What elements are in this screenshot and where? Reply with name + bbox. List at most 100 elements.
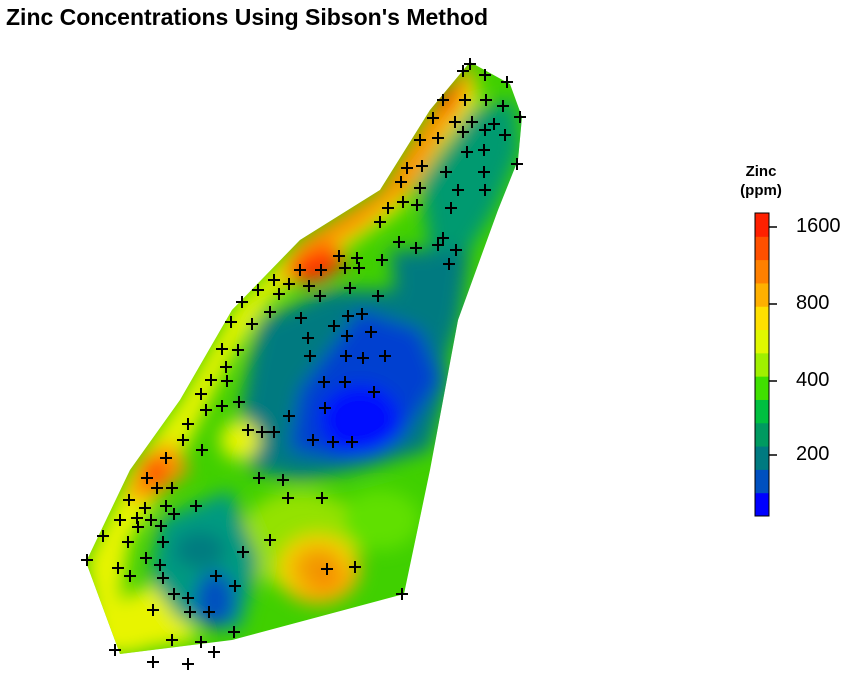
sample-point-marker [411, 199, 423, 211]
legend-color-step [755, 422, 769, 447]
sample-point-marker [182, 658, 194, 670]
sample-point-marker [168, 508, 180, 520]
sample-point-marker [295, 312, 307, 324]
sample-point-marker [339, 376, 351, 388]
legend-title-line1: Zinc [745, 163, 777, 180]
sample-point-marker [393, 236, 405, 248]
sample-point-marker [273, 288, 285, 300]
sample-point-marker [264, 534, 276, 546]
sample-point-marker [464, 58, 476, 70]
sample-point-marker [233, 396, 245, 408]
sample-point-marker [511, 158, 523, 170]
legend-color-step [755, 213, 769, 237]
sample-point-marker [256, 426, 268, 438]
sample-point-marker [166, 482, 178, 494]
sample-point-marker [356, 308, 368, 320]
sample-point-marker [236, 296, 248, 308]
sample-point-marker [283, 278, 295, 290]
sample-point-marker [140, 552, 152, 564]
sample-point-marker [395, 176, 407, 188]
sample-point-marker [302, 332, 314, 344]
legend-color-step [755, 376, 769, 400]
legend-tick-400: 400 [796, 369, 830, 391]
color-legend [754, 212, 777, 517]
sample-point-marker [228, 626, 240, 638]
sample-point-marker [123, 494, 135, 506]
sample-point-marker [147, 656, 159, 668]
sample-point-marker [177, 434, 189, 446]
sample-point-marker [414, 182, 426, 194]
sample-point-marker [252, 284, 264, 296]
legend-ticks [769, 226, 777, 456]
sample-point-marker [379, 350, 391, 362]
sample-point-marker [184, 606, 196, 618]
sample-point-marker [145, 514, 157, 526]
sample-point-marker [432, 132, 444, 144]
sample-point-marker [450, 244, 462, 256]
sample-point-marker [365, 326, 377, 338]
sample-point-marker [114, 514, 126, 526]
sample-point-marker [225, 316, 237, 328]
sample-point-marker [353, 262, 365, 274]
sample-point-marker [449, 116, 461, 128]
sample-point-marker [195, 636, 207, 648]
sample-point-marker [372, 290, 384, 302]
sample-point-marker [397, 196, 409, 208]
sample-point-marker [459, 94, 471, 106]
sample-point-marker [341, 330, 353, 342]
sample-markers [81, 58, 526, 670]
sample-point-marker [182, 592, 194, 604]
sample-point-marker [157, 572, 169, 584]
sample-point-marker [514, 111, 526, 123]
sample-point-marker [501, 76, 513, 88]
sample-point-marker [166, 634, 178, 646]
sample-point-marker [122, 536, 134, 548]
map-title: Zinc Concentrations Using Sibson's Metho… [6, 4, 489, 30]
sample-point-marker [151, 482, 163, 494]
sample-point-marker [97, 530, 109, 542]
sample-point-marker [437, 232, 449, 244]
sample-point-marker [277, 474, 289, 486]
sample-point-marker [342, 310, 354, 322]
sample-point-marker [452, 184, 464, 196]
sample-point-marker [479, 69, 491, 81]
sample-point-marker [445, 202, 457, 214]
sample-point-marker [232, 344, 244, 356]
sample-point-marker [195, 388, 207, 400]
legend-color-step [755, 399, 769, 424]
sample-point-marker [333, 250, 345, 262]
sample-point-marker [316, 492, 328, 504]
sample-point-marker [457, 65, 469, 77]
legend-tick-800: 800 [796, 292, 830, 314]
sample-point-marker [109, 644, 121, 656]
sample-point-marker [307, 434, 319, 446]
sample-point-marker [168, 588, 180, 600]
sample-point-marker [440, 166, 452, 178]
sample-point-marker [432, 239, 444, 251]
sample-point-marker [466, 116, 478, 128]
sample-point-marker [479, 124, 491, 136]
sample-point-marker [282, 492, 294, 504]
sample-point-marker [242, 424, 254, 436]
sample-point-marker [319, 402, 331, 414]
sample-point-marker [304, 350, 316, 362]
sample-point-marker [479, 184, 491, 196]
sample-point-marker [220, 361, 232, 373]
sample-point-marker [208, 646, 220, 658]
legend-color-step [755, 282, 769, 307]
sample-point-marker [478, 166, 490, 178]
sample-point-marker [328, 320, 340, 332]
sample-point-marker [253, 472, 265, 484]
sample-point-marker [216, 400, 228, 412]
sample-point-marker [344, 282, 356, 294]
sample-point-marker [314, 290, 326, 302]
sample-point-marker [327, 436, 339, 448]
sample-point-marker [499, 129, 511, 141]
sample-point-marker [368, 386, 380, 398]
sample-point-marker [229, 580, 241, 592]
sample-point-marker [216, 343, 228, 355]
sample-point-marker [437, 94, 449, 106]
sample-point-marker [351, 252, 363, 264]
sample-point-marker [268, 274, 280, 286]
